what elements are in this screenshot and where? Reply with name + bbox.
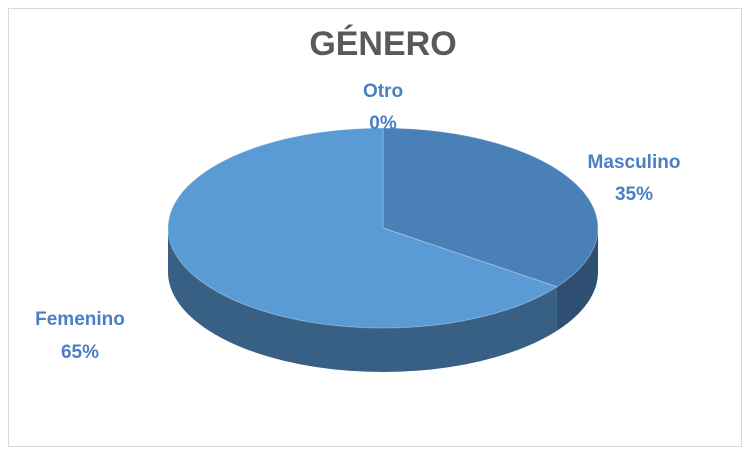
slice-label-value: 65% [61, 342, 99, 363]
slice-label-name: Masculino [588, 152, 681, 173]
chart-title: GÉNERO [309, 25, 456, 63]
slice-label-name: Femenino [35, 309, 125, 330]
slice-side [168, 228, 557, 372]
slice-label-value: 35% [615, 184, 653, 205]
slice-label-value: 0% [369, 113, 397, 134]
slice-label-name: Otro [363, 81, 403, 102]
slice-side [556, 228, 598, 331]
slice [382, 127, 599, 288]
slice [167, 127, 559, 329]
